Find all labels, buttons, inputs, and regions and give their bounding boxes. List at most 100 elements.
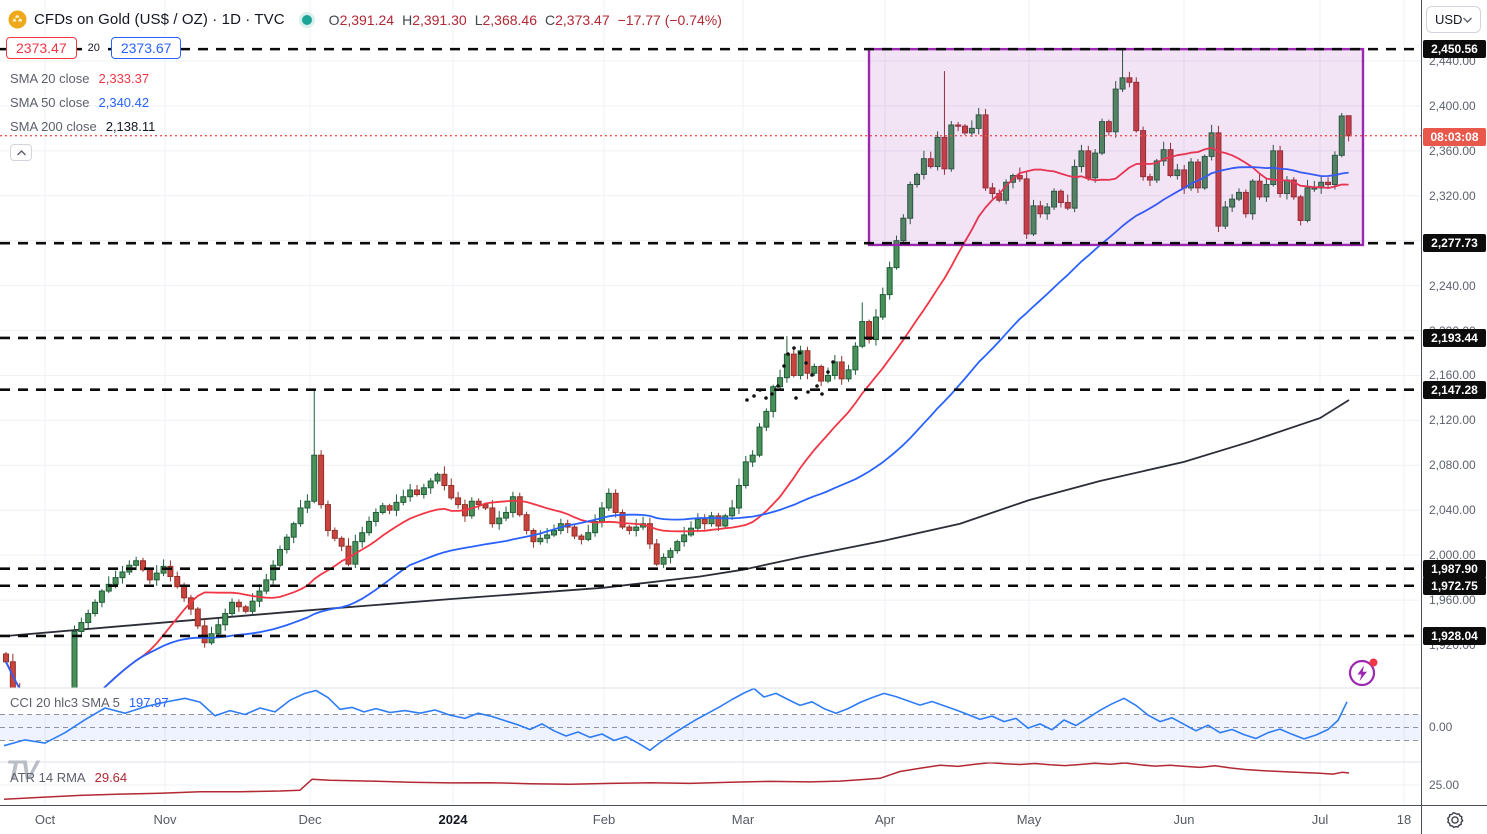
candle-body [893, 240, 900, 269]
candle-body [1201, 155, 1208, 189]
candle-body [489, 507, 496, 525]
legend-row-sma20[interactable]: SMA 20 close 2,333.37 [10, 70, 150, 86]
candle-body [1133, 81, 1140, 132]
time-axis-label: Dec [298, 812, 322, 827]
annotation-dot [798, 351, 802, 355]
sma50-value: 2,340.42 [98, 94, 150, 110]
candle-body [1057, 190, 1064, 203]
tradingview-watermark: TV [6, 755, 38, 785]
candle-body [1256, 180, 1263, 198]
cci-value: 197.97 [128, 695, 169, 710]
candle-body [551, 529, 557, 536]
annotation-dot [782, 364, 786, 368]
candle-body [85, 613, 92, 624]
candle-body [167, 565, 174, 577]
candle-body [78, 622, 85, 633]
candle-body [1051, 190, 1058, 208]
currency-dropdown[interactable]: USD [1426, 6, 1481, 33]
candle-body [681, 534, 688, 543]
candle-body [112, 577, 119, 585]
candle-body [523, 514, 530, 531]
candle-body [441, 473, 448, 487]
sell-button[interactable]: 2373.47 [6, 37, 77, 59]
price-axis[interactable]: 2,440.00 2,400.00 2,360.00 2,320.00 2,240.00… [1421, 0, 1487, 805]
candle-body [1331, 154, 1338, 186]
flash-notification-button[interactable] [1347, 656, 1379, 688]
candle-body [194, 608, 201, 627]
annotation-dot [764, 396, 768, 400]
candle-body [475, 500, 482, 506]
candle-body [270, 564, 277, 581]
settings-gear-icon[interactable] [1446, 811, 1464, 829]
price-level-badge: 2,450.56 [1423, 40, 1486, 59]
candle-body [1215, 132, 1222, 227]
symbol-title[interactable]: CFDs on Gold (US$ / OZ) · 1D · TVC [34, 11, 285, 28]
candle-body [283, 536, 290, 551]
candle-body [400, 496, 407, 503]
candle-body [605, 492, 612, 509]
candle-body [133, 560, 140, 566]
candle-body [1174, 169, 1181, 177]
candle-body [503, 511, 510, 519]
high-value: 2,391.30 [412, 11, 467, 28]
candle-body [934, 136, 941, 168]
atr-value: 29.64 [94, 770, 128, 785]
candle-body [859, 321, 866, 347]
candle-body [1325, 181, 1332, 186]
price-tick-label: 2,320.00 [1429, 188, 1476, 203]
annotation-dot [815, 384, 819, 388]
candle-body [1160, 149, 1167, 162]
sma200-line [5, 399, 1350, 637]
candle-body [153, 572, 160, 581]
candle-body [516, 496, 523, 516]
atr-legend-row[interactable]: ATR 14 RMA 29.64 [10, 770, 128, 785]
annotation-dot [794, 396, 798, 400]
annotation-dot [826, 370, 830, 374]
time-axis[interactable]: Oct Nov Dec 2024 Feb Mar Apr May Jun Jul 18 [0, 805, 1487, 834]
cci-line [3, 688, 1348, 752]
candle-body [277, 549, 283, 566]
candle-body [58, 752, 63, 760]
candle-body [886, 267, 893, 296]
candle-body [838, 361, 845, 380]
legend-row-sma200[interactable]: SMA 200 close 2,138.11 [10, 118, 156, 134]
gold-symbol-icon [8, 10, 27, 29]
candle-body [92, 601, 99, 615]
candle-body [1242, 191, 1249, 215]
candle-body [1099, 121, 1105, 154]
time-axis-label: May [1016, 812, 1042, 827]
candle-body [975, 114, 982, 129]
time-axis-label: 2024 [438, 812, 468, 827]
candle-body [660, 556, 667, 565]
candle-body [215, 624, 222, 635]
price-tick-label: 2,240.00 [1429, 278, 1476, 293]
candle-body [420, 487, 427, 495]
candle-body [98, 590, 105, 603]
candle-body [455, 497, 462, 506]
annotation-dot [745, 398, 749, 402]
time-axis-label: Jun [1173, 812, 1195, 827]
candle-body [235, 601, 242, 608]
annotation-dot [758, 388, 762, 392]
candle-body [359, 532, 366, 543]
candle-body [509, 496, 516, 513]
change-value: −17.77 (−0.74%) [617, 11, 722, 28]
cci-legend-row[interactable]: CCI 20 hlc3 SMA 5 197.97 [10, 695, 169, 710]
candle-body [174, 575, 181, 588]
candle-body [927, 158, 934, 168]
legend-collapse-button[interactable] [10, 144, 32, 161]
candle-body [1037, 205, 1044, 215]
candle-body [1016, 175, 1023, 180]
candle-body [366, 520, 373, 534]
candle-body [626, 526, 633, 531]
chart-canvas[interactable] [0, 0, 1421, 805]
lightning-icon [1348, 658, 1378, 687]
candle-body [71, 631, 78, 688]
buy-button[interactable]: 2373.67 [110, 37, 182, 59]
candle-body [38, 746, 43, 755]
candle-body [1003, 181, 1010, 201]
candle-body [544, 534, 551, 539]
legend-row-sma50[interactable]: SMA 50 close 2,340.42 [10, 94, 150, 110]
price-tick-label: 2,080.00 [1429, 458, 1476, 473]
